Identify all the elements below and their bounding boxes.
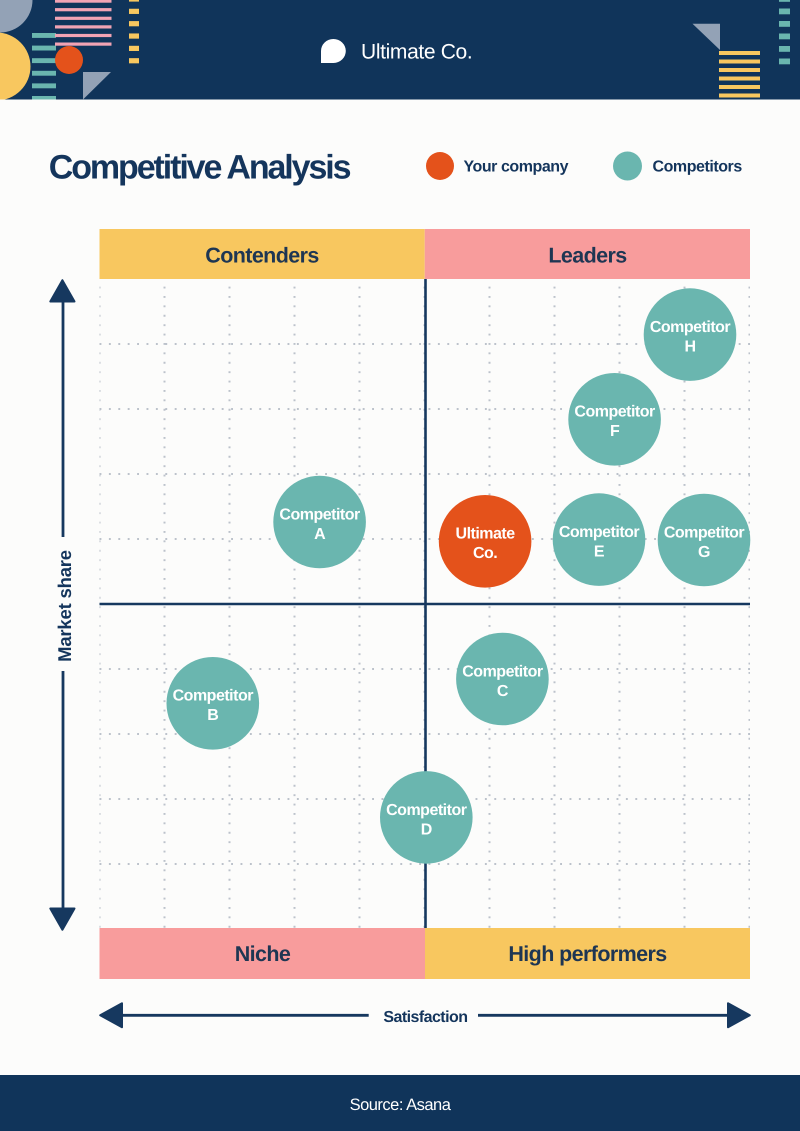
svg-text:Competitive Analysis: Competitive Analysis	[49, 149, 351, 187]
svg-text:Market share: Market share	[54, 550, 75, 662]
svg-text:Competitor: Competitor	[462, 663, 543, 680]
svg-text:Competitor: Competitor	[664, 524, 745, 541]
svg-text:Source: Asana: Source: Asana	[350, 1096, 452, 1114]
svg-text:Niche: Niche	[235, 942, 291, 966]
svg-text:C: C	[497, 683, 509, 700]
svg-text:Competitor: Competitor	[279, 506, 360, 523]
svg-text:Co.: Co.	[473, 545, 497, 562]
svg-text:Ultimate: Ultimate	[456, 526, 516, 543]
svg-text:D: D	[421, 821, 432, 838]
svg-text:A: A	[314, 526, 326, 543]
svg-text:G: G	[698, 544, 710, 561]
svg-text:E: E	[594, 544, 605, 561]
svg-text:Competitor: Competitor	[574, 404, 655, 421]
svg-text:Your company: Your company	[464, 158, 569, 175]
svg-text:Satisfaction: Satisfaction	[383, 1009, 467, 1026]
svg-text:Competitor: Competitor	[559, 524, 640, 541]
svg-text:Competitor: Competitor	[650, 319, 731, 336]
svg-text:Competitor: Competitor	[386, 802, 467, 819]
svg-text:Competitor: Competitor	[173, 688, 254, 705]
svg-text:Competitors: Competitors	[653, 158, 743, 175]
svg-text:F: F	[610, 423, 620, 440]
svg-text:B: B	[207, 707, 218, 724]
svg-text:H: H	[684, 339, 695, 356]
svg-text:Contenders: Contenders	[205, 244, 319, 268]
svg-text:High performers: High performers	[508, 942, 667, 966]
svg-text:Ultimate Co.: Ultimate Co.	[361, 41, 472, 64]
svg-text:Leaders: Leaders	[548, 244, 627, 268]
